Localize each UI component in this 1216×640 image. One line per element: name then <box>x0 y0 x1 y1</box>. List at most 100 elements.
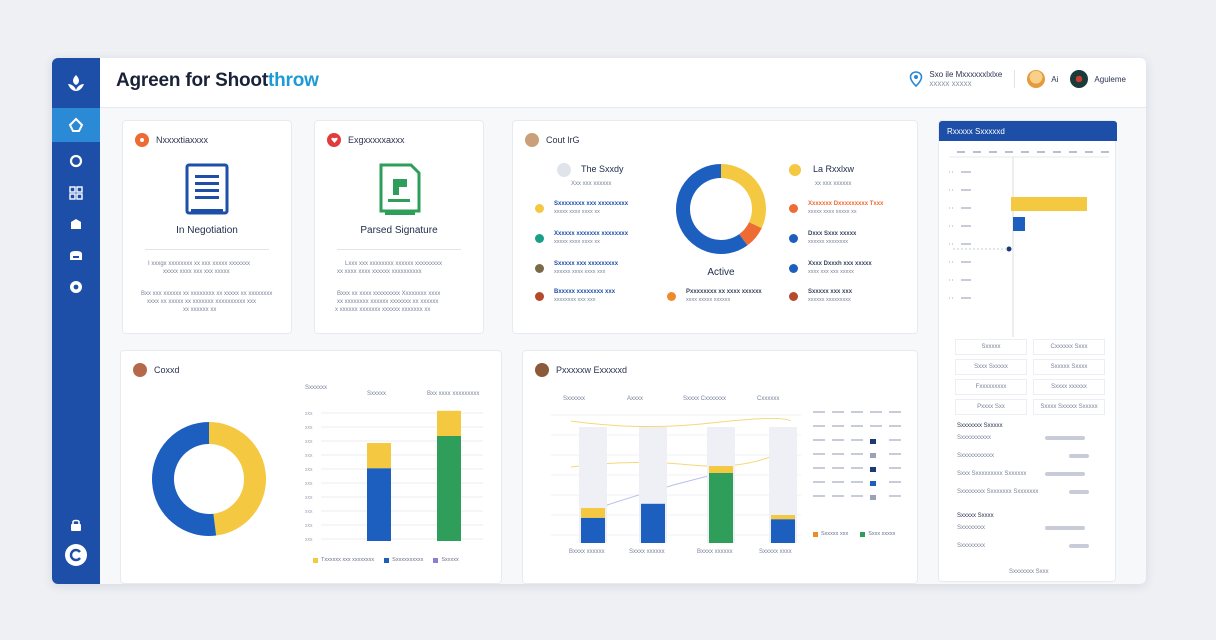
legend-sub: xxxxxx xxxxxxxx <box>808 239 849 245</box>
chart-legend: Sxxxxx xxx Sxxx xxxxx <box>813 531 895 537</box>
panel-header: Rxxxxx Sxxxxxd <box>947 127 1005 136</box>
list-item: Sxxxxxxxx <box>957 543 986 549</box>
sidebar-item-lock[interactable] <box>52 508 100 542</box>
mini-table-cell <box>832 439 844 441</box>
column-header: Sxxxxxx <box>563 396 586 402</box>
row-label <box>961 297 971 299</box>
column-header: Bxx xxxx xxxxxxxxx <box>427 391 480 397</box>
box-icon <box>71 219 81 229</box>
mini-table-cell <box>870 411 882 413</box>
body-text: xxxx xx xxxxx xx xxxxxxx xxxxxxxxxx xxx <box>147 299 257 305</box>
card-count[interactable]: Coxxd Sxxxxxx Sxxxxx Bxx xxxx xxxxxxxxx … <box>120 350 502 584</box>
status-dot <box>789 164 801 176</box>
panel-header-bar <box>939 121 1117 141</box>
card-right-panel[interactable]: Rxxxxx Sxxxxxd Sxxxxx Cxxxxxx Sxxx Sxxx Sx… <box>938 120 1117 582</box>
card-header: Cout lrG <box>546 135 580 145</box>
sidebar-item-grid[interactable] <box>52 176 100 210</box>
section-title: La Rxxlxw <box>813 164 855 174</box>
card-signature[interactable]: Exgxxxxxaxxx Parsed Signature Lxxx xxx x… <box>314 120 484 334</box>
logo-icon[interactable] <box>52 58 100 108</box>
legend-sub: xxxxxxxx xxx xxx <box>554 297 596 303</box>
legend-label: Sxxxxx xxx xxx <box>808 289 853 295</box>
location-pin-icon <box>910 71 923 87</box>
column-header: Sxxxx Cxxxxxxx <box>683 396 727 402</box>
legend-label: Sxxxxx xxx <box>821 531 849 537</box>
count-donut-chart <box>152 422 266 536</box>
heart-icon <box>327 133 341 147</box>
location-line2: xxxxx xxxxx <box>929 79 972 88</box>
mini-table-cell <box>813 481 825 483</box>
gantt-marker <box>1006 246 1012 252</box>
mini-table-cell <box>851 425 863 427</box>
card-header: Nxxxxtiaxxxx <box>156 135 209 145</box>
folder-icon <box>70 251 82 260</box>
legend-item: Sxxxxxxxx xxx xxxxxxxxx xxxxx xxxx xxxx x… <box>535 201 628 215</box>
sidebar-item-refresh[interactable] <box>52 538 100 572</box>
mini-table-cell <box>851 453 863 455</box>
legend-label: Dxxx Sxxx xxxxx <box>808 231 857 237</box>
mini-table-cell <box>889 481 901 483</box>
sidebar <box>52 58 100 584</box>
card-header: Coxxd <box>154 365 180 375</box>
card-pipeline[interactable]: Pxxxxxw Exxxxxd Sxxxxxx Axxxx Sxxxx Cxxx… <box>522 350 918 584</box>
card-negotiation[interactable]: Nxxxxtiaxxxx In Negotiation I xxxgx xxxx… <box>122 120 292 334</box>
app-title: Agreen for Shootthrow <box>116 70 319 92</box>
mini-table-cell <box>870 481 876 486</box>
y-tick-label: xxx <box>305 453 313 459</box>
x-tick-label: Bxxxx xxxxxx <box>569 549 605 555</box>
x-tick-label: Sxxxx xxxxxx <box>629 549 665 555</box>
row-label <box>961 189 971 191</box>
bar <box>437 436 461 541</box>
panel-footer: Sxxxxxxx Sxxx <box>1009 569 1049 575</box>
legend-label: Pxxxxxxxx xx xxxx xxxxxx <box>686 289 762 295</box>
legend-item: Bxxxxx xxxxxxxx xxx xxxxxxxx xxx xxx <box>535 289 615 303</box>
mini-table-cell <box>889 453 901 455</box>
location-line1: Sxo ile Mxxxxxxlxlxe <box>929 70 1003 79</box>
doc-title: Parsed Signature <box>360 225 438 236</box>
column-label <box>989 151 997 153</box>
section-subtitle: Xxx xxx xxxxxx <box>571 181 612 187</box>
list-item: Sxxxxxxxx Sxxxxxxx Sxxxxxxx <box>957 489 1039 495</box>
mini-table-cell <box>813 411 825 413</box>
gantt-chart <box>949 151 1109 337</box>
card-status[interactable]: Cout lrG The Sxxdy Xxx xxx xxxxxx La Rxx… <box>512 120 918 334</box>
user1-name: Ai <box>1051 74 1059 84</box>
list-item: Sxxx Sxxxxxxxxx Sxxxxxx <box>957 471 1027 477</box>
x-tick-label: Bxxxx xxxxxx <box>697 549 733 555</box>
column-label <box>1101 151 1109 153</box>
gantt-bar <box>1011 197 1087 211</box>
sidebar-item-home[interactable] <box>52 108 100 142</box>
donut-slice <box>152 422 217 536</box>
legend-label: Sxxxxx xxx xxxxxxxxx <box>554 261 619 267</box>
sidebar-item-globe[interactable] <box>52 270 100 304</box>
sidebar-item-folder[interactable] <box>52 239 100 273</box>
grid-icon <box>69 186 83 200</box>
avatar <box>525 133 539 147</box>
section-title: Sxxxxx Sxxxx <box>957 513 994 519</box>
column-label <box>1021 151 1029 153</box>
legend-item: Pxxxxxxxx xx xxxx xxxxxx xxxx xxxxx xxxxx… <box>667 289 762 303</box>
y-tick-label: xxx <box>305 481 313 487</box>
sidebar-item-circle[interactable] <box>52 144 100 178</box>
app-title-main: Agreen for Shoot <box>116 70 268 91</box>
mini-table-cell <box>851 439 863 441</box>
column-label <box>1037 151 1045 153</box>
mini-table-cell <box>813 425 825 427</box>
document-icon <box>185 163 229 215</box>
status-table: Sxxxxx Cxxxxxx Sxxx Sxxx Sxxxxx Sxxxxx Sxxx… <box>949 335 1107 417</box>
y-tick-label: xxx <box>305 495 313 501</box>
y-tick-label: xxx <box>305 537 313 543</box>
location-selector[interactable]: Sxo ile Mxxxxxxlxlxe xxxxx xxxxx <box>909 70 1002 88</box>
user1-menu[interactable]: Ai <box>1027 70 1058 88</box>
list-item-value <box>1045 436 1085 440</box>
legend-sub: xxxxxx xxxx xxxx xxx <box>554 269 606 275</box>
sidebar-item-box[interactable] <box>52 208 100 242</box>
table-cell: Sxxxxx Sxxxx <box>1033 359 1105 375</box>
body-text: Bxx xxx xxxxxx xx xxxxxxxx xx xxxxx xx x… <box>141 291 273 297</box>
user2-menu[interactable]: Aguleme <box>1070 70 1126 88</box>
divider <box>1014 70 1016 88</box>
legend-label: Sxxxxxxxx xxx xxxxxxxxx <box>554 201 629 207</box>
mini-table-cell <box>832 453 844 455</box>
row-label <box>961 207 971 209</box>
list-item-value <box>1045 526 1085 530</box>
